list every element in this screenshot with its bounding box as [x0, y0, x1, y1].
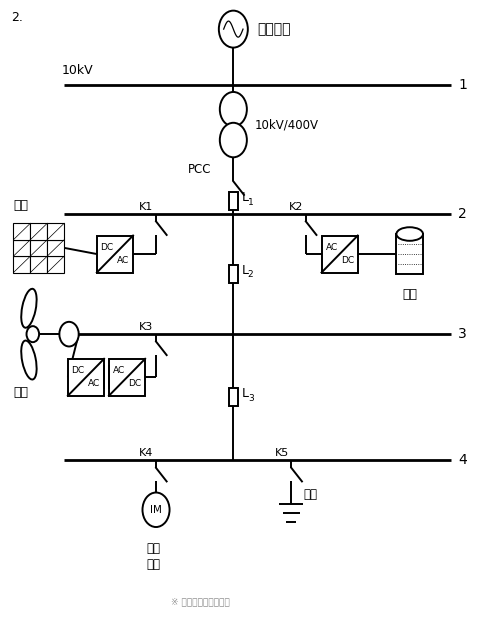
Text: DC: DC: [341, 256, 354, 265]
Bar: [397, 234, 423, 274]
Bar: [228, 192, 238, 210]
Text: 外部电网: 外部电网: [258, 22, 291, 36]
Circle shape: [59, 322, 79, 347]
Text: L: L: [242, 191, 249, 204]
Text: 10kV: 10kV: [62, 64, 93, 77]
Text: AC: AC: [117, 256, 129, 265]
Text: 3: 3: [248, 394, 254, 403]
Text: AC: AC: [113, 366, 125, 375]
Text: L: L: [242, 387, 249, 400]
Bar: [322, 236, 358, 272]
Ellipse shape: [21, 289, 36, 327]
Text: 2.: 2.: [11, 11, 23, 24]
Bar: [228, 387, 238, 406]
Bar: [14, 223, 31, 240]
Bar: [109, 359, 145, 396]
Text: DC: DC: [71, 366, 85, 375]
Circle shape: [220, 123, 247, 157]
Bar: [14, 240, 31, 256]
Text: AC: AC: [326, 243, 338, 252]
Circle shape: [142, 493, 170, 527]
Text: ※ 分布式储能与微电网: ※ 分布式储能与微电网: [171, 598, 229, 607]
Text: DC: DC: [101, 243, 114, 252]
Bar: [31, 240, 47, 256]
Bar: [31, 256, 47, 272]
Text: 风机: 风机: [14, 386, 29, 399]
Circle shape: [27, 326, 39, 342]
Text: K1: K1: [139, 202, 154, 212]
Text: K2: K2: [289, 202, 303, 212]
Bar: [31, 223, 47, 240]
Ellipse shape: [21, 340, 36, 379]
Text: 光伏: 光伏: [14, 199, 29, 212]
Bar: [47, 223, 64, 240]
Bar: [228, 264, 238, 283]
Text: 10kV/400V: 10kV/400V: [255, 118, 319, 131]
Text: 静态: 静态: [303, 488, 317, 501]
Bar: [47, 240, 64, 256]
Text: K4: K4: [139, 448, 154, 458]
Text: 2: 2: [248, 271, 254, 280]
Text: 电机: 电机: [147, 558, 160, 571]
Text: 储能: 储能: [402, 288, 417, 301]
Circle shape: [219, 11, 248, 48]
Bar: [47, 256, 64, 272]
Bar: [97, 236, 133, 272]
Text: 2: 2: [458, 207, 467, 221]
Text: DC: DC: [128, 379, 141, 389]
Ellipse shape: [397, 227, 423, 241]
Text: 4: 4: [458, 454, 467, 467]
Text: K5: K5: [275, 448, 289, 458]
Text: AC: AC: [88, 379, 100, 389]
Text: 1: 1: [248, 198, 254, 207]
Text: 3: 3: [458, 327, 467, 341]
Text: K3: K3: [139, 322, 154, 332]
Text: IM: IM: [150, 504, 162, 515]
Bar: [68, 359, 104, 396]
Text: PCC: PCC: [188, 163, 211, 176]
Text: 感应: 感应: [147, 542, 160, 555]
Text: 1: 1: [458, 77, 467, 92]
Bar: [14, 256, 31, 272]
Text: L: L: [242, 264, 249, 277]
Circle shape: [220, 92, 247, 126]
